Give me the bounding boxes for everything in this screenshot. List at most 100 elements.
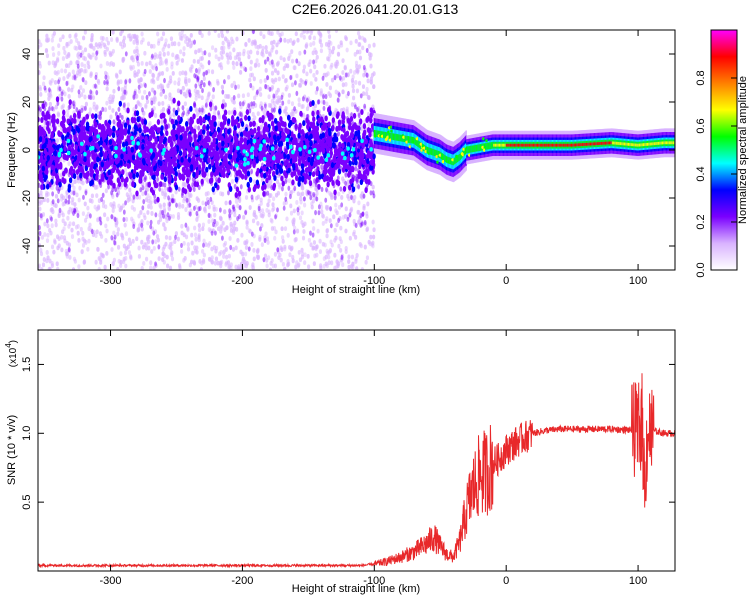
spectrogram-speckle [86,205,90,211]
spectrogram-speckle [339,247,343,253]
spectrogram-speckle [345,47,349,53]
spectrogram-speckle [88,54,92,59]
spectrogram-speckle [307,62,311,68]
spectrogram-speckle [182,91,186,97]
spectrogram-speckle [164,234,169,240]
spectrogram-speckle [258,43,262,49]
spectrogram-speckle [291,41,295,46]
spectrogram-speckle [246,92,250,98]
spectrogram-speckle [279,257,283,263]
spectrogram-speckle [79,226,83,232]
spectrogram-speckle [267,198,271,204]
spectrogram-band-cell [85,113,90,120]
spectrogram-speckle [302,64,307,70]
spectrogram-speckle [108,99,112,105]
spectrogram-speckle [143,68,147,75]
spectrogram-speckle [95,193,99,199]
spectrogram-speckle [43,232,47,237]
spectrogram-speckle [52,52,56,58]
spectrogram-speckle [347,259,351,265]
spectrogram-speckle [55,138,59,143]
spectrogram-speckle [357,64,361,70]
spectrogram-speckle [317,204,321,210]
spectrogram-speckle [238,101,242,107]
spectrogram-speckle [344,82,348,87]
spectrogram-speckle [363,103,367,109]
spectrogram-speckle [272,226,277,231]
spectrogram-speckle [236,203,240,209]
spectrogram-speckle [282,267,287,270]
spectrogram-speckle [153,198,157,205]
spectrogram-speckle [124,216,129,222]
spectrogram-speckle [39,213,43,219]
spectrogram-speckle [273,251,278,257]
spectrogram-speckle [94,74,98,80]
spectrogram-band-cell [308,180,313,187]
spectrogram-speckle [299,196,303,202]
spectrogram-speckle [168,235,172,241]
spectrogram-speckle [255,89,259,96]
spectrogram-speckle [328,190,332,196]
spectrogram-speckle [110,214,114,220]
spectrogram-speckle [319,88,323,94]
spectrogram-speckle [346,216,350,222]
spectrogram-speckle [244,245,249,250]
spectrogram-speckle [325,227,330,233]
spectrogram-speckle [122,259,126,265]
spectrogram-speckle [179,89,183,95]
spectrogram-speckle [287,178,292,184]
spectrogram-speckle [128,241,133,247]
spectrogram-speckle [110,247,114,252]
spectrogram-speckle [210,230,214,236]
spectrogram-speckle [181,70,185,76]
spectrogram-speckle [46,232,50,238]
spectrogram-speckle [158,212,162,218]
spectrogram-speckle [256,220,260,226]
spectrogram-speckle [194,95,198,101]
spectrogram-speckle [365,72,369,78]
spectrogram-speckle [221,40,225,46]
spectrogram-speckle [163,226,167,232]
spectrogram-speckle [263,78,267,83]
spectrogram-speckle [90,193,95,199]
spectrogram-speckle [317,210,321,216]
spectrogram-speckle [222,249,226,255]
spectrogram-speckle [159,56,163,62]
spectrogram-speckle [252,210,257,215]
spectrogram-speckle [320,186,324,192]
spectrogram-speckle [54,60,58,66]
spectrogram-speckle [267,30,271,36]
spectrogram-speckle [147,41,151,47]
spectrogram-speckle [61,56,66,61]
spectrogram-speckle [140,219,144,224]
spectrogram-band-cell [90,179,94,186]
spectrogram-speckle [60,104,64,110]
spectrogram-speckle [321,75,325,81]
spectrogram-speckle [70,234,75,239]
spectrogram-speckle [72,256,77,262]
spectrogram-speckle [334,64,338,69]
spectrogram-band-cell [337,168,342,175]
spectrogram-speckle [65,80,69,87]
spectrogram-speckle [308,35,312,40]
spectrogram-band-cell [327,121,331,128]
spectrogram-speckle [83,47,88,53]
spectrogram-speckle [79,67,84,73]
spectrogram-speckle [228,51,232,57]
spectrogram-speckle [324,254,328,260]
spectrogram-speckle [280,31,284,37]
spectrogram-speckle [354,222,358,229]
spectrogram-speckle [252,256,256,262]
spectrogram-speckle [123,250,128,256]
spectrogram-speckle [312,59,315,65]
spectrogram-speckle [162,222,166,228]
spectrogram-speckle [83,63,87,69]
spectrogram-speckle [110,235,114,241]
spectrogram-speckle [127,250,132,255]
spectrogram-speckle [177,41,181,47]
spectrogram-speckle [182,51,186,57]
spectrogram-speckle [65,41,69,47]
spectrogram-speckle [251,218,256,224]
spectrogram-speckle [305,106,310,112]
spectrogram-speckle [274,229,278,235]
